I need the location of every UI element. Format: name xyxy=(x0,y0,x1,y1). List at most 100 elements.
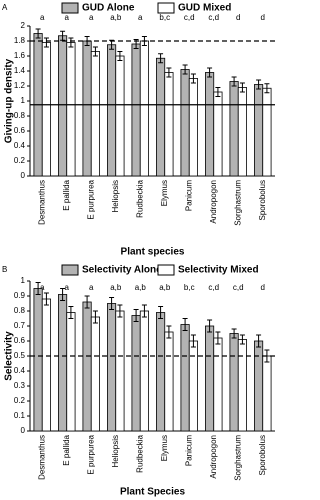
y-tick-label: 0.9 xyxy=(14,291,26,300)
bar xyxy=(237,339,247,432)
bar xyxy=(156,57,166,177)
x-tick-label: Heliopsis xyxy=(111,435,120,467)
bar xyxy=(205,325,215,432)
y-tick-label: 1.6 xyxy=(14,51,26,60)
x-tick-label: E purpurea xyxy=(86,179,95,219)
significance-letter: a,b xyxy=(110,13,122,22)
bar xyxy=(82,301,92,432)
bar xyxy=(41,42,51,177)
x-tick-label: Rudbeckia xyxy=(135,179,144,217)
bar xyxy=(107,303,117,432)
significance-letter: a,b xyxy=(135,283,147,292)
x-tick-label: Sorghastrum xyxy=(233,435,242,481)
significance-letter: a xyxy=(89,283,94,292)
y-tick-label: 0.4 xyxy=(14,141,26,150)
significance-letter: a xyxy=(65,283,70,292)
y-tick-label: 2 xyxy=(21,21,26,30)
legend-swatch xyxy=(61,264,79,276)
x-tick-label: Sporobolus xyxy=(258,180,267,220)
x-tick-label: E purpurea xyxy=(86,434,95,474)
y-axis-title: Giving-up density xyxy=(4,58,15,143)
y-tick-label: 1 xyxy=(21,96,26,105)
bar xyxy=(41,298,51,432)
bar xyxy=(131,315,141,432)
panel-label: A xyxy=(2,3,8,12)
significance-letter: c,d xyxy=(208,13,219,22)
x-tick-label: Heliopsis xyxy=(111,180,120,212)
bar xyxy=(115,55,125,177)
x-tick-label: Desmanthus xyxy=(37,435,46,480)
legend-swatch xyxy=(61,2,79,14)
x-tick-label: Andropogon xyxy=(209,180,218,224)
significance-letter: a xyxy=(89,13,94,22)
significance-letter: d xyxy=(236,13,240,22)
y-tick-label: 0.3 xyxy=(14,381,26,390)
y-tick-label: 0.7 xyxy=(14,321,26,330)
y-axis-title: Selectivity xyxy=(4,331,15,381)
bar xyxy=(254,84,264,177)
bar xyxy=(90,316,100,432)
bar xyxy=(131,43,141,177)
x-tick-label: Rudbeckia xyxy=(135,434,144,472)
bar xyxy=(229,81,239,177)
y-tick-label: 0.5 xyxy=(14,351,26,360)
significance-letter: a xyxy=(138,13,143,22)
bar xyxy=(90,51,100,177)
significance-letter: c,d xyxy=(184,13,195,22)
bar xyxy=(188,78,198,177)
x-tick-label: Panicum xyxy=(184,435,193,466)
bar xyxy=(82,40,92,177)
y-tick-label: 0.2 xyxy=(14,156,26,165)
bar xyxy=(254,340,264,432)
significance-letter: a xyxy=(65,13,70,22)
x-tick-label: Andropogon xyxy=(209,435,218,479)
y-tick-label: 1.4 xyxy=(14,66,26,75)
x-tick-label: Elymus xyxy=(160,435,169,461)
y-tick-label: 1.8 xyxy=(14,36,26,45)
y-tick-label: 1.2 xyxy=(14,81,26,90)
bar xyxy=(164,331,174,432)
y-tick-label: 1 xyxy=(21,276,26,285)
figure: A GUD Alone GUD Mixed 0 0.2 0.4 0.6 0.8 1 1.2 1.4 1… xyxy=(2,2,275,498)
x-axis-title: Plant Species xyxy=(120,487,185,498)
y-tick-label: 0 xyxy=(21,426,26,435)
bar xyxy=(262,87,272,177)
y-tick-label: 0.2 xyxy=(14,396,26,405)
y-tick-label: 0.6 xyxy=(14,336,26,345)
y-tick-label: 0.4 xyxy=(14,366,26,375)
bar xyxy=(66,42,76,177)
bar xyxy=(262,355,272,432)
bar xyxy=(213,337,223,432)
x-tick-label: Sorghastrum xyxy=(233,180,242,226)
y-tick-label: 0.1 xyxy=(14,411,26,420)
significance-letter: a xyxy=(40,283,45,292)
x-tick-label: E pallida xyxy=(62,179,71,210)
panel-label: B xyxy=(2,265,7,274)
bar xyxy=(156,312,166,432)
significance-letter: d xyxy=(261,283,265,292)
y-tick-label: 0.8 xyxy=(14,111,26,120)
x-tick-label: Desmanthus xyxy=(37,180,46,225)
bar xyxy=(139,40,149,177)
bar xyxy=(58,294,68,432)
bar xyxy=(229,333,239,432)
x-tick-label: Elymus xyxy=(160,180,169,206)
bar xyxy=(115,310,125,432)
x-tick-label: Sporobolus xyxy=(258,435,267,475)
bar xyxy=(66,312,76,432)
significance-letter: c,d xyxy=(208,283,219,292)
legend-label: Selectivity Mixed xyxy=(178,265,259,276)
y-tick-label: 0.8 xyxy=(14,306,26,315)
legend-label: Selectivity Alone xyxy=(82,265,162,276)
x-tick-label: Panicum xyxy=(184,180,193,211)
bar xyxy=(139,310,149,432)
bar xyxy=(58,35,68,177)
bar xyxy=(33,288,43,432)
bar xyxy=(188,340,198,432)
significance-letter: c,d xyxy=(233,283,244,292)
legend-label: GUD Alone xyxy=(82,3,135,14)
bar xyxy=(180,69,190,177)
significance-letter: d xyxy=(261,13,265,22)
bar xyxy=(164,72,174,177)
significance-letter: a,b xyxy=(159,283,171,292)
